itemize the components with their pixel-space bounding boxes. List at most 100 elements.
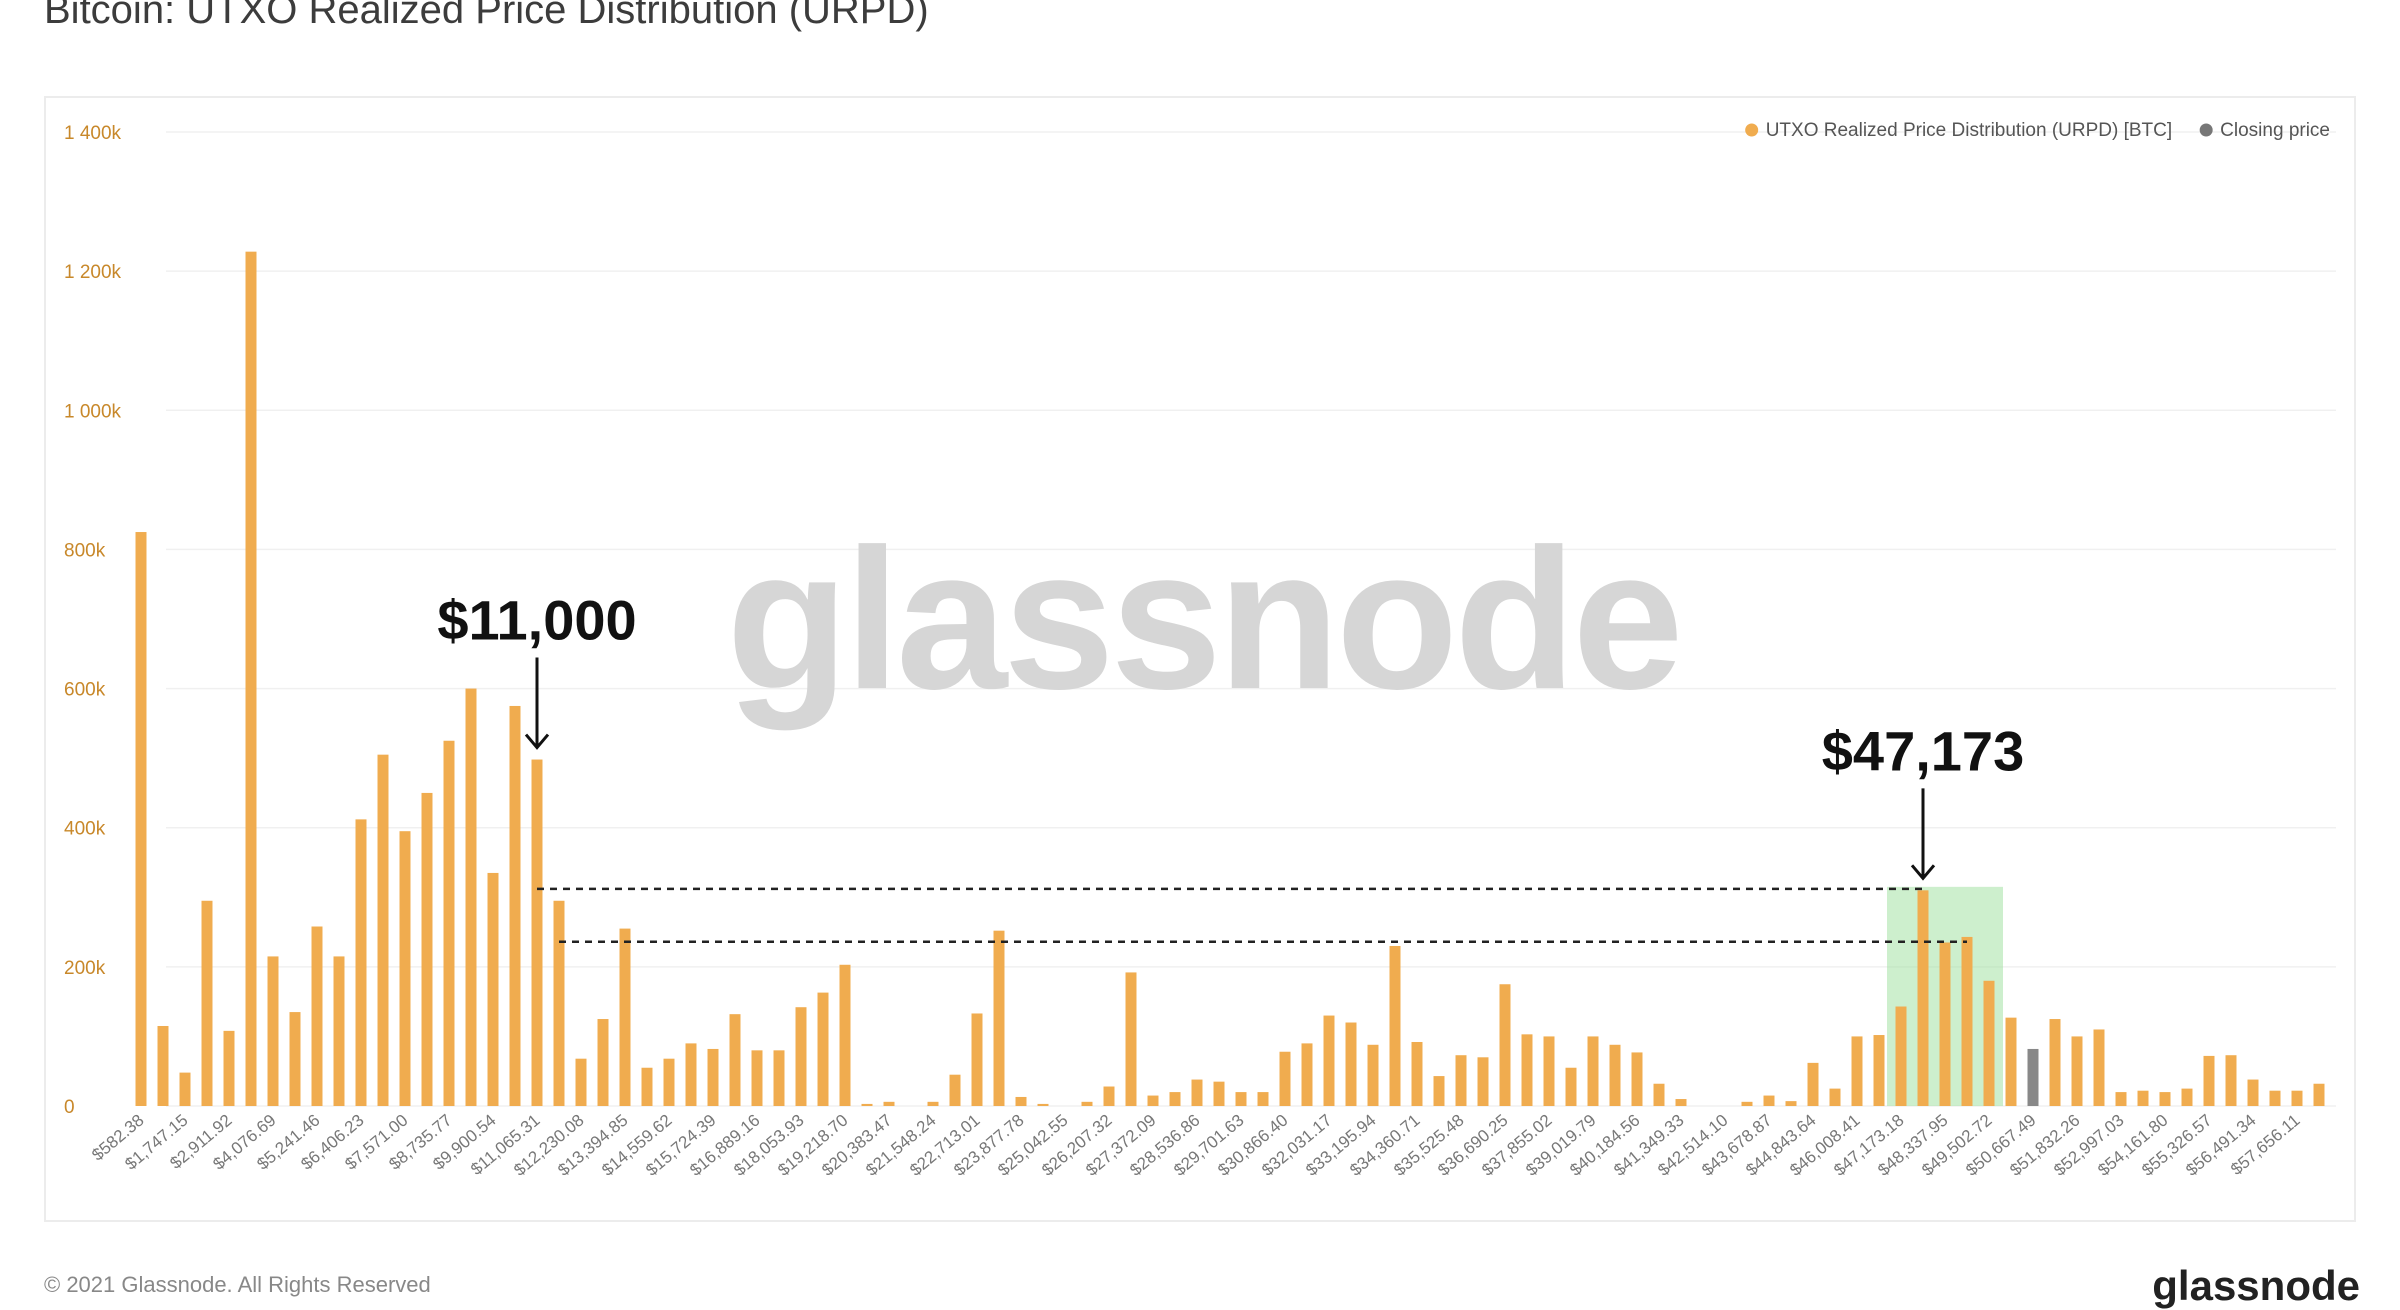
y-tick-label: 600k	[64, 680, 106, 701]
bar	[1741, 1101, 1753, 1106]
y-tick-label: 1 400k	[64, 123, 122, 144]
reference-lines	[537, 887, 1967, 944]
bar	[223, 1030, 235, 1106]
bar	[575, 1058, 587, 1106]
bar	[817, 992, 829, 1106]
bar	[1301, 1043, 1313, 1106]
annotation-label: $47,173	[1822, 719, 2024, 782]
bar	[2115, 1092, 2127, 1106]
x-axis: $582.38$1,747.15$2,911.92$4,076.69$5,241…	[88, 1111, 2303, 1180]
bar	[2181, 1088, 2193, 1106]
bar	[1653, 1083, 1665, 1106]
bar	[1763, 1095, 1775, 1106]
bar	[949, 1074, 961, 1106]
bar	[267, 956, 279, 1106]
page-title: Bitcoin: UTXO Realized Price Distributio…	[44, 0, 929, 32]
bar	[663, 1058, 675, 1106]
bar	[1213, 1081, 1225, 1106]
closing-price-bar	[2027, 1048, 2039, 1106]
bar	[1279, 1051, 1291, 1106]
bar	[2093, 1029, 2105, 1106]
bar	[1103, 1086, 1115, 1106]
y-tick-label: 1 200k	[64, 262, 122, 283]
bar	[421, 792, 433, 1106]
bar	[1917, 890, 1929, 1106]
bar	[1477, 1057, 1489, 1106]
bar	[751, 1050, 763, 1106]
bar	[1081, 1101, 1093, 1106]
bar	[245, 251, 257, 1107]
y-tick-label: 400k	[64, 819, 106, 840]
y-tick-label: 1 000k	[64, 401, 122, 422]
bar	[443, 740, 455, 1106]
bar	[1521, 1034, 1533, 1106]
bar	[1235, 1092, 1247, 1106]
bar	[2247, 1079, 2259, 1106]
bar	[157, 1025, 169, 1106]
bar	[1411, 1041, 1423, 1106]
bar	[509, 705, 521, 1106]
annotation-arrowhead	[1910, 864, 1936, 881]
bar	[465, 688, 477, 1106]
glassnode-watermark: glassnode	[726, 508, 1679, 731]
bar	[1631, 1052, 1643, 1106]
bar	[1675, 1099, 1687, 1106]
bar	[1961, 936, 1973, 1106]
bar	[773, 1050, 785, 1106]
legend-marker	[2199, 123, 2213, 137]
bar	[1829, 1088, 1841, 1106]
chart-container: glassnode $11,000 $47,173 0 200k 400k 600k 80…	[44, 96, 2356, 1222]
bar	[1015, 1096, 1027, 1106]
bar	[685, 1043, 697, 1106]
bar	[861, 1103, 873, 1106]
bar	[1257, 1092, 1269, 1106]
bar	[839, 964, 851, 1106]
annotation-arrowhead	[524, 733, 550, 750]
bar	[1499, 984, 1511, 1106]
bar	[1587, 1036, 1599, 1106]
bar	[971, 1013, 983, 1106]
bar	[883, 1101, 895, 1106]
y-tick-label: 800k	[64, 540, 106, 561]
bar	[2269, 1090, 2281, 1106]
y-tick-label: 0	[64, 1097, 75, 1118]
bar	[179, 1072, 191, 1106]
bar	[1851, 1036, 1863, 1106]
y-axis: 0 200k 400k 600k 800k 1 000k 1 200k 1 400k	[64, 123, 122, 1118]
bar	[1169, 1092, 1181, 1106]
bar	[641, 1067, 653, 1106]
bar-layer	[135, 251, 2325, 1107]
bar	[2159, 1092, 2171, 1106]
legend-label: UTXO Realized Price Distribution (URPD) …	[1766, 120, 2172, 141]
bar	[1323, 1015, 1335, 1106]
bar	[1367, 1044, 1379, 1106]
bar	[2225, 1055, 2237, 1106]
urpd-chart: glassnode $11,000 $47,173 0 200k 400k 600k 80…	[64, 120, 2336, 1180]
bar	[1147, 1095, 1159, 1106]
bar	[1191, 1079, 1203, 1106]
bar	[311, 926, 323, 1106]
bar	[377, 754, 389, 1106]
legend: Closing price UTXO Realized Price Distrib…	[1745, 120, 2330, 141]
bar	[729, 1014, 741, 1106]
bar	[927, 1101, 939, 1106]
bar	[2005, 1017, 2017, 1106]
bar	[1807, 1062, 1819, 1106]
bar	[1565, 1067, 1577, 1106]
bar	[487, 872, 499, 1106]
bar	[201, 900, 213, 1106]
bar	[1389, 945, 1401, 1106]
bar	[1345, 1022, 1357, 1106]
bar	[1037, 1103, 1049, 1106]
bar	[2049, 1019, 2061, 1106]
bar	[707, 1048, 719, 1106]
legend-marker	[1745, 123, 1759, 137]
bar	[289, 1012, 301, 1106]
bar	[1609, 1044, 1621, 1106]
bar	[355, 819, 367, 1106]
bar	[1939, 942, 1951, 1106]
bar	[597, 1019, 609, 1106]
bar	[2137, 1090, 2149, 1106]
bar	[1433, 1076, 1445, 1106]
bar	[333, 956, 345, 1106]
